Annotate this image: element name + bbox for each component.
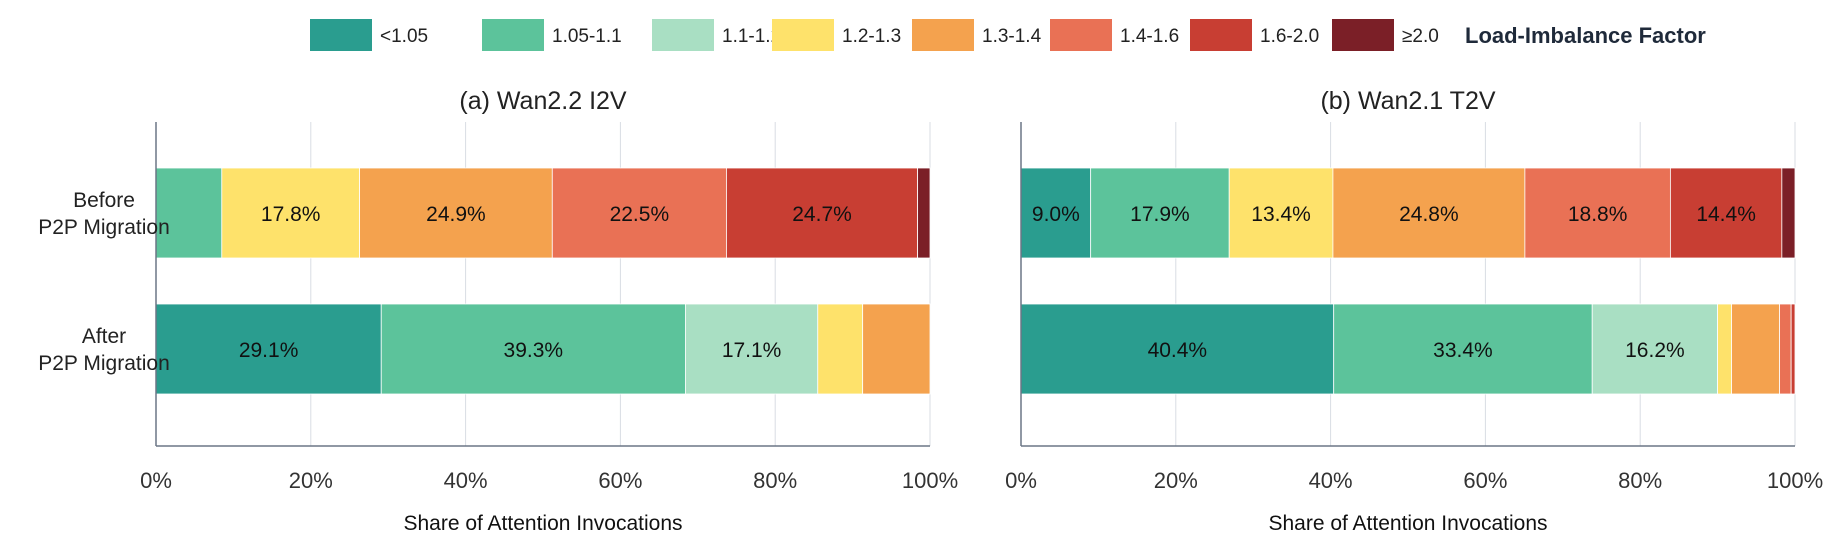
- panel-wan21-t2v: (b) Wan2.1 T2V 9.0% 17.9% 13.4% 24.8% 18.8% 14…: [1005, 87, 1823, 535]
- data-label: 29.1%: [239, 339, 299, 362]
- bar-segment-1-1-1-2: [1591, 303, 1719, 395]
- panel-wan22-i2v: (a) Wan2.2 I2V 17.8% 24.9% 22.5% 24.7% 29.1% 3…: [38, 87, 958, 535]
- bar-row-0: 17.8% 24.9% 22.5% 24.7%: [155, 167, 931, 259]
- bar-row-1: 40.4% 33.4% 16.2%: [1020, 303, 1796, 395]
- legend-swatch: [310, 19, 372, 51]
- data-label: 33.4%: [1433, 339, 1493, 362]
- x-tick-label: 80%: [753, 468, 797, 493]
- bar-segment-1-3-1-4: [1332, 167, 1526, 259]
- x-tick-label: 20%: [289, 468, 333, 493]
- panel-title: (a) Wan2.2 I2V: [459, 87, 627, 115]
- data-label: 24.9%: [426, 203, 486, 226]
- bar-segment-1-4-1-6: [1524, 167, 1671, 259]
- bar-segment-lt-1-05: [1020, 303, 1335, 395]
- bar-segment-1-3-1-4: [359, 167, 553, 259]
- x-axis-label: Share of Attention Invocations: [1268, 512, 1547, 535]
- legend-swatch: [912, 19, 974, 51]
- legend-title: Load-Imbalance Factor: [1465, 23, 1706, 48]
- y-tick-label: After P2P Migration: [38, 325, 170, 375]
- bar-row-0: 9.0% 17.9% 13.4% 24.8% 18.8% 14.4%: [1020, 167, 1796, 259]
- legend-label: 1.3-1.4: [982, 26, 1042, 47]
- data-label: 14.4%: [1696, 203, 1756, 226]
- bar-segment-1-6-2-0: [1790, 303, 1796, 395]
- bar-segment-ge-2-0: [917, 167, 931, 259]
- bar-segment-1-4-1-6: [1779, 303, 1792, 395]
- data-label: 13.4%: [1251, 203, 1311, 226]
- legend-item-1-4-1-6: 1.4-1.6: [1050, 19, 1179, 51]
- x-tick-label: 60%: [598, 468, 642, 493]
- bar-segment-1-3-1-4: [862, 303, 931, 395]
- legend-swatch: [652, 19, 714, 51]
- bar-segment-1-1-1-2: [685, 303, 819, 395]
- data-label: 16.2%: [1625, 339, 1685, 362]
- legend-label: 1.2-1.3: [842, 26, 901, 47]
- bar-segment-1-05-1-1: [155, 167, 223, 259]
- legend-item-lt-1-05: <1.05: [310, 19, 428, 51]
- legend-swatch: [772, 19, 834, 51]
- legend-item-1-3-1-4: 1.3-1.4: [912, 19, 1042, 51]
- bar-segment-1-6-2-0: [726, 167, 919, 259]
- data-label: 9.0%: [1032, 203, 1080, 226]
- legend-label: ≥2.0: [1402, 26, 1439, 47]
- bar-row-1: 29.1% 39.3% 17.1%: [155, 303, 931, 395]
- bar-segment-1-05-1-1: [380, 303, 686, 395]
- legend-label: <1.05: [380, 26, 428, 47]
- legend-label: 1.6-2.0: [1260, 26, 1319, 47]
- data-label: 24.8%: [1399, 203, 1459, 226]
- data-label: 18.8%: [1568, 203, 1628, 226]
- bar-segment-1-4-1-6: [551, 167, 727, 259]
- x-tick-label: 100%: [902, 468, 958, 493]
- x-tick-label: 0%: [1005, 468, 1037, 493]
- x-tick-label: 0%: [140, 468, 172, 493]
- data-label: 40.4%: [1148, 339, 1208, 362]
- data-label: 24.7%: [792, 203, 852, 226]
- bar-segment-ge-2-0: [1781, 167, 1796, 259]
- data-label: 17.9%: [1130, 203, 1190, 226]
- legend-swatch: [1332, 19, 1394, 51]
- legend-item-1-6-2-0: 1.6-2.0: [1190, 19, 1319, 51]
- legend-swatch: [1050, 19, 1112, 51]
- x-tick-label: 80%: [1618, 468, 1662, 493]
- panel-title: (b) Wan2.1 T2V: [1320, 87, 1495, 115]
- legend-swatch: [482, 19, 544, 51]
- legend-label: 1.1-1.2: [722, 26, 781, 47]
- x-tick-label: 100%: [1767, 468, 1823, 493]
- y-tick-label: Before P2P Migration: [38, 189, 170, 239]
- x-tick-label: 60%: [1463, 468, 1507, 493]
- legend: <1.05 1.05-1.1 1.1-1.2 1.2-1.3 1.3-1.4 1.4-1.…: [310, 19, 1706, 51]
- bar-segment-lt-1-05: [1020, 167, 1092, 259]
- legend-label: 1.05-1.1: [552, 26, 622, 47]
- data-label: 17.1%: [722, 339, 782, 362]
- data-label: 17.8%: [261, 203, 321, 226]
- data-label: 22.5%: [610, 203, 670, 226]
- x-tick-label: 40%: [444, 468, 488, 493]
- legend-item-1-05-1-1: 1.05-1.1: [482, 19, 622, 51]
- x-tick-label: 40%: [1309, 468, 1353, 493]
- legend-item-1-2-1-3: 1.2-1.3: [772, 19, 901, 51]
- x-axis-label: Share of Attention Invocations: [403, 512, 682, 535]
- legend-swatch: [1190, 19, 1252, 51]
- bar-segment-1-2-1-3: [817, 303, 864, 395]
- x-tick-label: 20%: [1154, 468, 1198, 493]
- legend-label: 1.4-1.6: [1120, 26, 1179, 47]
- legend-item-1-1-1-2: 1.1-1.2: [652, 19, 781, 51]
- bar-segment-lt-1-05: [155, 303, 382, 395]
- bar-segment-1-05-1-1: [1090, 167, 1230, 259]
- bar-segment-1-2-1-3: [1717, 303, 1732, 395]
- bar-segment-1-6-2-0: [1669, 167, 1783, 259]
- bar-segment-1-05-1-1: [1333, 303, 1593, 395]
- legend-item-ge-2-0: ≥2.0: [1332, 19, 1439, 51]
- data-label: 39.3%: [504, 339, 564, 362]
- bar-segment-1-3-1-4: [1731, 303, 1780, 395]
